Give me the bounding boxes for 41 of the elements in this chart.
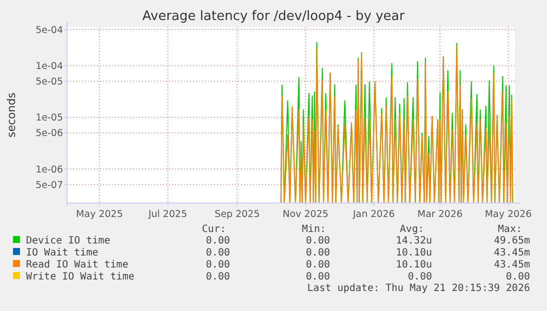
text: Max: xyxy=(498,224,522,235)
text: 49.65m xyxy=(494,236,530,246)
text: 0.00 xyxy=(306,236,330,246)
text: Avg: xyxy=(400,224,424,235)
legend-label: IO Wait time xyxy=(26,248,98,258)
text: 43.45m xyxy=(494,248,530,258)
legend-label: Device IO time xyxy=(26,236,110,246)
text: 0.00 xyxy=(506,272,530,282)
text: 0.00 xyxy=(206,260,230,270)
y-tick-label: 5e-07 xyxy=(36,180,63,191)
text: 43.45m xyxy=(494,260,530,270)
y-tick-label: 1e-06 xyxy=(36,164,63,176)
y-tick-label: 5e-06 xyxy=(36,128,63,140)
text: 0.00 xyxy=(206,236,230,246)
legend-label: Write IO Wait time xyxy=(26,272,134,282)
x-tick-label: Sep 2025 xyxy=(214,209,260,220)
text: 0.00 xyxy=(206,272,230,282)
y-tick-label: 1e-05 xyxy=(36,112,63,124)
x-tick-label: Jan 2026 xyxy=(352,209,395,220)
legend-label: Read IO Wait time xyxy=(26,260,128,270)
text: 0.00 xyxy=(306,248,330,258)
y-tick-label: 5e-04 xyxy=(36,24,63,36)
text: 0.00 xyxy=(206,248,230,258)
x-tick-label: May 2025 xyxy=(76,209,123,220)
text: 0.00 xyxy=(306,272,330,282)
x-tick-label: Mar 2026 xyxy=(417,209,463,220)
text: 10.10u xyxy=(396,248,432,258)
text: Min: xyxy=(302,224,326,235)
text: 10.10u xyxy=(396,260,432,270)
y-tick-label: 5e-05 xyxy=(36,76,63,88)
y-axis-title: seconds xyxy=(5,92,18,138)
chart-title: Average latency for /dev/loop4 - by year xyxy=(142,9,406,24)
x-tick-label: May 2026 xyxy=(484,209,532,220)
text: 14.32u xyxy=(396,236,432,246)
text: Last update: Thu May 21 20:15:39 2026 xyxy=(307,283,530,294)
text: Cur: xyxy=(202,224,226,235)
x-tick-label: Nov 2025 xyxy=(282,209,328,220)
text: 0.00 xyxy=(306,260,330,270)
text: 0.00 xyxy=(408,272,432,282)
x-tick-label: Jul 2025 xyxy=(147,209,188,220)
y-tick-label: 1e-04 xyxy=(36,60,63,72)
